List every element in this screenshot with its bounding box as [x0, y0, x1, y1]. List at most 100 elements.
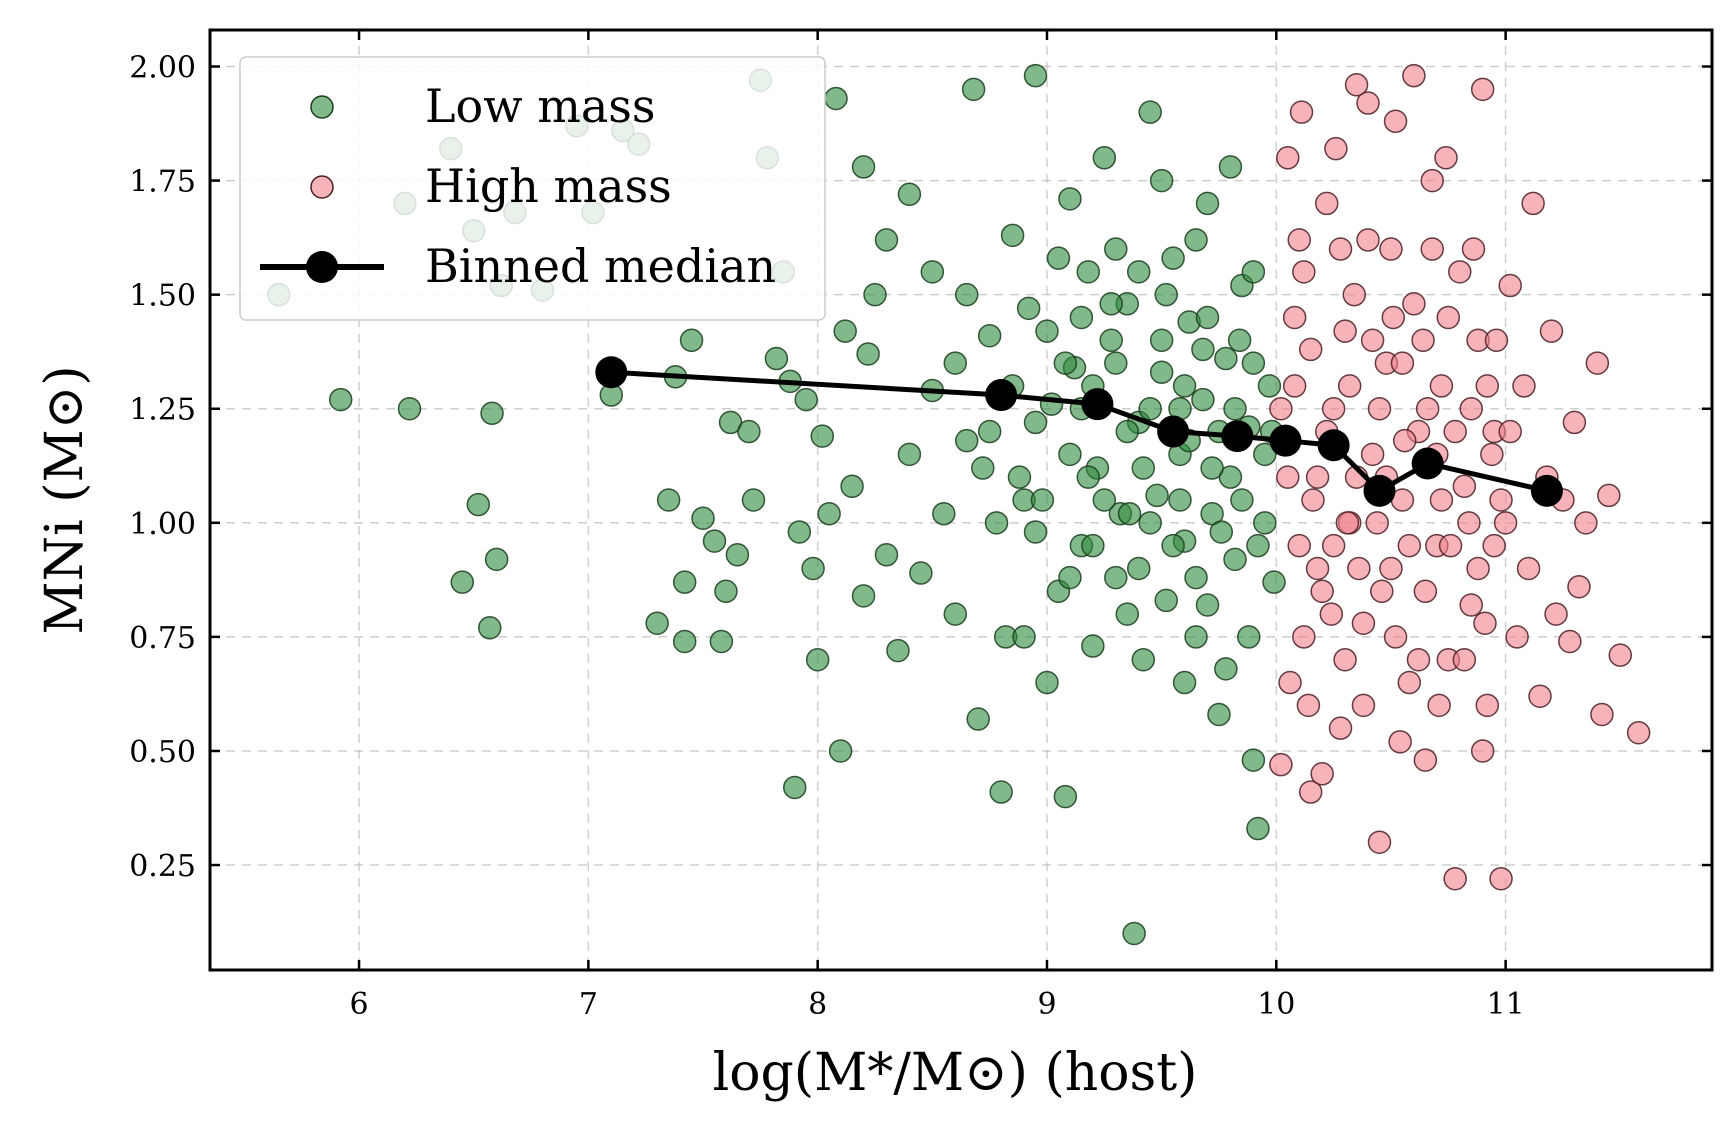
low-mass-point: [932, 501, 956, 526]
low-mass-point: [794, 387, 818, 412]
low-mass-point: [1104, 351, 1128, 375]
low-mass-point: [943, 602, 968, 626]
low-mass-point: [1184, 228, 1208, 252]
low-mass-point: [1257, 374, 1282, 398]
high-mass-point: [1562, 410, 1587, 435]
legend-marker-low-mass: [310, 95, 334, 119]
binned-median-point: [1411, 447, 1444, 480]
high-mass-point: [1493, 511, 1518, 535]
low-mass-point: [787, 520, 812, 544]
legend-marker-binned-median: [306, 251, 338, 283]
low-mass-point: [1138, 511, 1162, 535]
low-mass-point: [810, 424, 835, 448]
binned-median-point: [1221, 420, 1254, 453]
high-mass-point: [1360, 442, 1385, 467]
low-mass-point: [977, 419, 1002, 444]
high-mass-point: [1367, 830, 1392, 854]
low-mass-point: [824, 86, 848, 111]
low-mass-point: [977, 323, 1002, 348]
high-mass-point: [1402, 292, 1426, 316]
high-mass-point: [1539, 319, 1564, 343]
low-mass-point: [1246, 533, 1270, 558]
low-mass-point: [1172, 670, 1197, 695]
low-mass-point: [1023, 63, 1048, 88]
high-mass-point: [1420, 237, 1444, 261]
low-mass-point: [1253, 442, 1277, 467]
high-mass-point: [1558, 629, 1582, 654]
low-mass-point: [478, 616, 502, 640]
low-mass-point: [851, 155, 876, 179]
high-mass-point: [1301, 488, 1325, 512]
x-tick-label: 8: [808, 987, 827, 1022]
low-mass-point: [840, 474, 864, 499]
low-mass-point: [1172, 374, 1197, 398]
high-mass-point: [1413, 579, 1438, 604]
low-mass-point: [961, 77, 986, 102]
low-mass-point: [897, 442, 922, 467]
low-mass-point: [484, 547, 509, 572]
high-mass-point: [1337, 374, 1362, 398]
high-mass-point: [1287, 228, 1311, 252]
low-mass-point: [679, 328, 704, 353]
x-tick-label: 9: [1037, 987, 1056, 1022]
legend-box: [239, 56, 826, 321]
low-mass-point: [1007, 465, 1032, 489]
low-mass-point: [1262, 570, 1286, 594]
high-mass-point: [1567, 574, 1591, 599]
low-mass-point: [1191, 337, 1215, 362]
low-mass-point: [1023, 520, 1048, 544]
high-mass-point: [1397, 670, 1422, 695]
high-mass-point: [1516, 556, 1541, 581]
high-mass-point: [1434, 146, 1458, 170]
high-mass-point: [1574, 511, 1598, 535]
high-mass-point: [1305, 465, 1330, 489]
low-mass-point: [1200, 456, 1224, 480]
high-mass-point: [1436, 305, 1461, 330]
binned-median-point: [985, 379, 1018, 412]
high-mass-point: [1429, 374, 1454, 398]
binned-median-line: [611, 369, 1548, 494]
high-mass-point: [1608, 643, 1633, 667]
low-mass-point: [1076, 260, 1101, 284]
low-mass-points: [267, 63, 1286, 946]
low-mass-point: [1081, 533, 1105, 558]
low-mass-point: [833, 319, 857, 343]
low-mass-point: [943, 351, 968, 375]
high-mass-point: [1335, 511, 1360, 535]
low-mass-point: [737, 419, 761, 444]
low-mass-point: [801, 556, 825, 581]
high-mass-point: [1597, 483, 1621, 508]
low-mass-point: [920, 260, 945, 284]
legend-label-high-mass: High mass: [425, 159, 672, 213]
y-tick-label: 1.75: [129, 165, 196, 200]
axis-tick-labels: 6 7 8 9 10 11 0.25 0.50 0.75 1.00 1.25 1.50 1.75 2.00: [129, 51, 1525, 1022]
binned-median-point: [595, 356, 628, 389]
high-mass-point: [1498, 273, 1522, 298]
high-mass-point: [1480, 442, 1504, 467]
high-mass-point: [1489, 488, 1513, 512]
high-mass-point: [1321, 396, 1346, 421]
low-mass-point: [450, 570, 474, 594]
low-mass-point: [1000, 223, 1025, 248]
low-mass-point: [1099, 292, 1123, 316]
high-mass-point: [1438, 533, 1463, 558]
low-mass-point: [984, 511, 1009, 535]
high-mass-point: [1296, 693, 1321, 718]
legend-label-binned-median: Binned median: [425, 239, 776, 293]
high-mass-point: [1402, 63, 1426, 88]
low-mass-point: [1117, 501, 1142, 526]
low-mass-point: [1237, 625, 1261, 649]
high-mass-point: [1319, 602, 1344, 626]
low-mass-point: [851, 584, 876, 608]
low-mass-point: [817, 501, 841, 526]
low-mass-point: [1154, 588, 1178, 613]
low-mass-point: [1126, 556, 1151, 581]
y-tick-label: 1.00: [129, 507, 196, 542]
low-mass-point: [1092, 488, 1117, 512]
low-mass-point: [709, 629, 734, 654]
low-mass-point: [1058, 442, 1082, 467]
low-mass-point: [989, 780, 1013, 804]
low-mass-point: [725, 543, 750, 567]
low-mass-point: [1195, 305, 1220, 330]
low-mass-point: [828, 739, 853, 763]
